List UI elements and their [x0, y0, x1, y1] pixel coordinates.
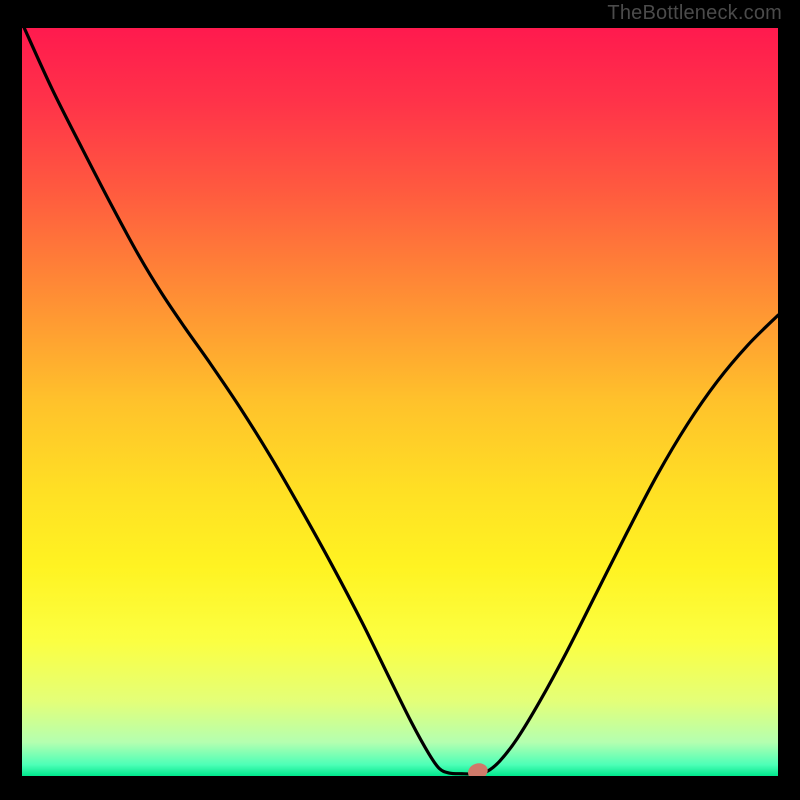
gradient-background: [22, 28, 778, 776]
plot-svg: [22, 28, 778, 776]
chart-frame: TheBottleneck.com: [0, 0, 800, 800]
watermark-text: TheBottleneck.com: [607, 2, 782, 25]
plot-area: [22, 28, 778, 776]
